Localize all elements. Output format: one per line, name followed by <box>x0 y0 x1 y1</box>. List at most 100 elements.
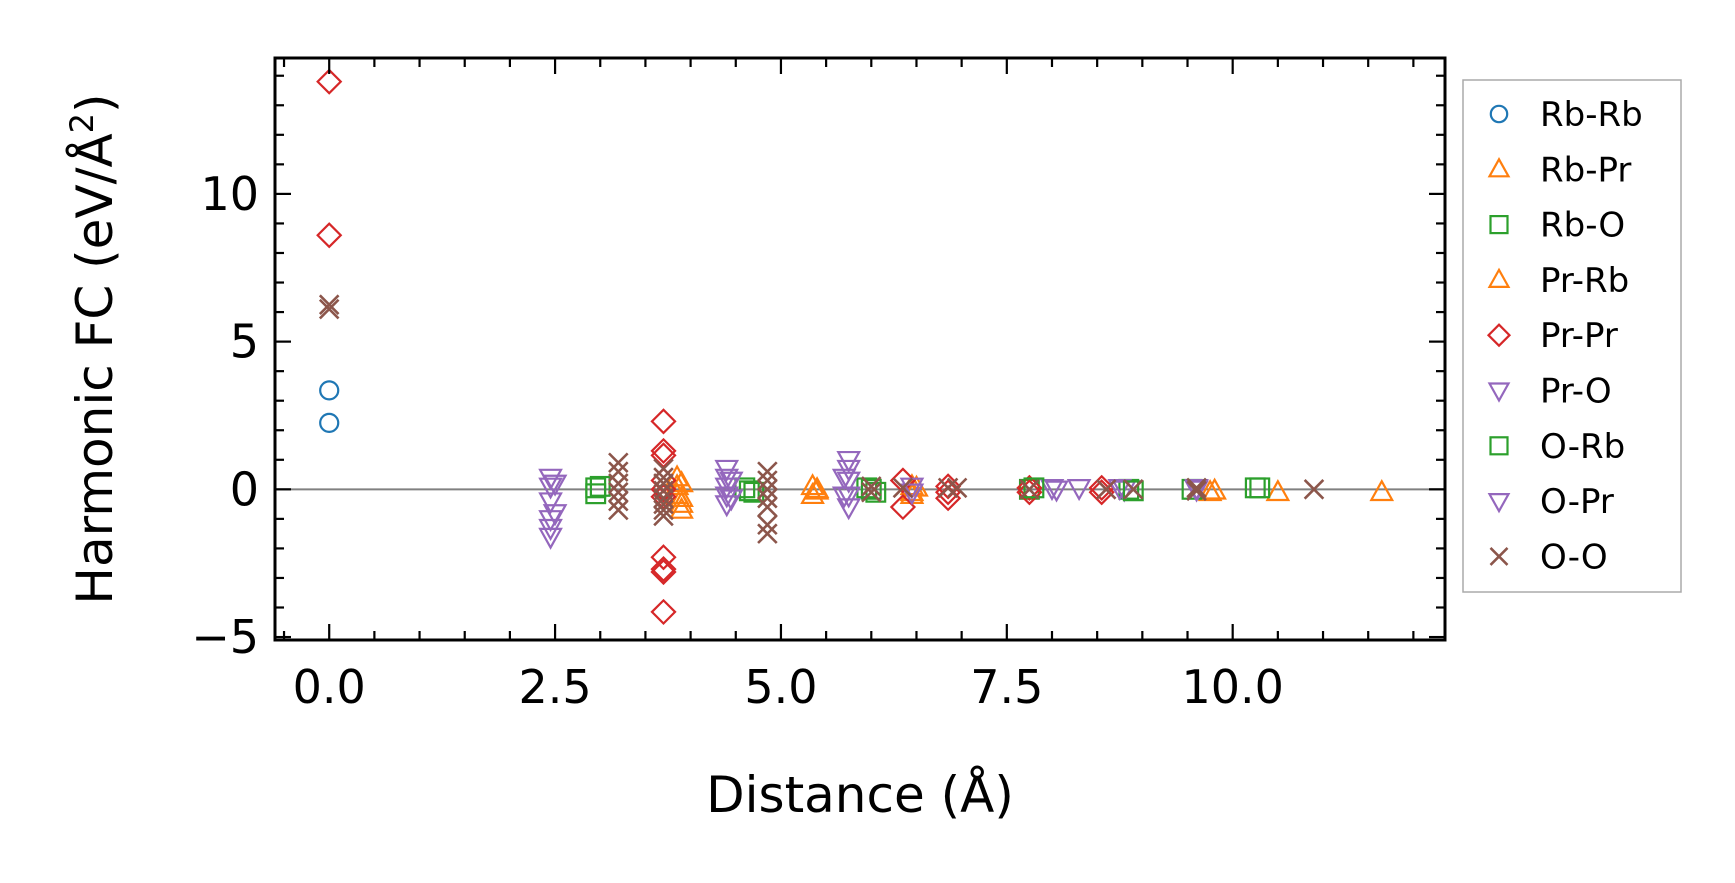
y-tick-label: 10 <box>200 167 259 221</box>
x-tick-label: 0.0 <box>293 660 366 714</box>
data-point-pr-o-19 <box>1066 479 1092 502</box>
data-point-o-o-21 <box>757 514 778 536</box>
data-point-pr-pr-17 <box>1016 474 1043 501</box>
data-point-o-o-10 <box>653 473 674 494</box>
data-point-o-pr-7 <box>1184 480 1209 503</box>
legend-label: Pr-Rb <box>1540 261 1629 301</box>
y-tick-label: 0 <box>230 462 259 516</box>
legend-label: Rb-O <box>1540 206 1625 246</box>
y-axis-label-main: Harmonic FC (eV/Å <box>66 133 124 604</box>
data-point-o-o-17 <box>757 470 778 491</box>
data-point-pr-o-5 <box>538 527 563 550</box>
legend-label: Pr-Pr <box>1540 316 1618 356</box>
svg-text:Harmonic FC (eV/Å2): Harmonic FC (eV/Å2) <box>63 93 124 604</box>
data-point-o-o-22 <box>757 523 778 544</box>
data-point-rb-o-1 <box>585 483 607 505</box>
legend-marker-o-pr <box>1487 493 1511 514</box>
legend-label: Rb-Pr <box>1540 150 1631 190</box>
legend-entry: O-O <box>1489 537 1608 577</box>
data-point-pr-pr-3 <box>650 437 677 465</box>
data-point-o-o-31 <box>1186 477 1207 499</box>
data-point-pr-pr-9 <box>650 555 677 583</box>
data-point-o-o-19 <box>757 487 778 509</box>
legend-entry: Rb-Pr <box>1487 150 1631 190</box>
data-point-o-o-1 <box>318 298 340 320</box>
x-tick-label: 10.0 <box>1181 660 1283 714</box>
data-point-o-pr-2 <box>718 471 744 494</box>
x-tick-label: 2.5 <box>518 660 591 714</box>
data-point-o-o-30 <box>1123 479 1144 500</box>
data-point-rb-pr-12 <box>1265 479 1291 502</box>
legend-marker-rb-pr <box>1487 157 1511 178</box>
axis-ticks: 0.0 2.5 5.0 7.5 10.0 −5 0 5 10 <box>191 58 1445 714</box>
data-point-o-o-2 <box>608 452 629 474</box>
data-point-o-o-27 <box>946 477 968 499</box>
x-tick-label: 5.0 <box>744 660 817 714</box>
legend-label: O-Rb <box>1540 427 1625 467</box>
data-point-pr-pr-8 <box>650 544 677 571</box>
legend-entry: Pr-O <box>1487 372 1612 412</box>
legend-entry: Rb-O <box>1489 206 1625 246</box>
series-o-rb <box>589 475 1271 502</box>
data-point-rb-pr-4 <box>669 496 694 519</box>
data-point-o-o-0 <box>318 294 340 315</box>
data-point-o-o-7 <box>608 499 629 521</box>
legend-label: Rb-Rb <box>1540 95 1643 135</box>
data-point-o-pr-3 <box>718 489 744 512</box>
data-point-pr-pr-12 <box>889 467 917 494</box>
data-point-o-o-23 <box>861 476 882 497</box>
series-o-o <box>318 294 1325 544</box>
data-point-o-o-33 <box>1303 479 1325 500</box>
data-point-o-o-32 <box>1186 480 1207 502</box>
legend-entry: Rb-Rb <box>1489 95 1643 135</box>
data-point-o-o-15 <box>653 505 674 527</box>
data-point-rb-o-9 <box>1244 477 1266 499</box>
y-axis-label-superscript: 2 <box>63 113 101 133</box>
data-point-rb-pr-5 <box>800 473 825 496</box>
data-point-o-o-16 <box>757 461 778 482</box>
data-point-rb-pr-3 <box>669 490 694 513</box>
data-point-o-o-4 <box>608 473 629 494</box>
legend-label: Pr-O <box>1540 372 1612 412</box>
legend-box <box>1462 79 1682 593</box>
legend-marker-pr-o <box>1487 382 1511 403</box>
data-point-pr-o-2 <box>538 492 563 515</box>
data-point-pr-rb-0 <box>669 470 694 493</box>
y-axis-label-close: ) <box>66 93 124 113</box>
data-point-pr-pr-18 <box>1016 479 1043 506</box>
data-point-o-o-26 <box>937 477 959 499</box>
data-point-o-rb-4 <box>1122 480 1144 502</box>
axes-frame <box>273 56 1447 642</box>
x-axis-label: Distance (Å) <box>706 766 1014 824</box>
data-point-o-o-29 <box>1095 479 1117 500</box>
legend-marker-o-o <box>1489 546 1509 566</box>
data-point-o-pr-6 <box>1044 480 1069 503</box>
data-point-pr-pr-1 <box>316 222 343 249</box>
data-point-o-o-18 <box>757 479 778 500</box>
data-point-pr-pr-14 <box>934 473 962 500</box>
data-point-pr-o-17 <box>899 483 925 506</box>
data-point-o-rb-5 <box>1249 477 1271 499</box>
data-point-rb-pr-13 <box>1369 479 1395 502</box>
legend-marker-o-rb <box>1489 436 1509 456</box>
data-point-pr-o-13 <box>836 471 862 494</box>
data-point-pr-rb-2 <box>804 476 830 499</box>
legend: Rb-Rb Rb-Pr Rb-O Pr-Rb Pr-Pr Pr-O O-Rb O-Pr O-O <box>1462 79 1682 593</box>
data-point-o-o-20 <box>757 496 778 518</box>
plot-frame <box>273 56 1447 642</box>
x-tick-label: 7.5 <box>970 660 1043 714</box>
data-point-pr-rb-4 <box>1202 477 1227 500</box>
legend-marker-rb-rb <box>1489 104 1509 124</box>
data-point-pr-pr-10 <box>650 558 677 586</box>
y-tick-label: −5 <box>191 610 259 664</box>
legend-label: O-O <box>1540 537 1608 577</box>
legend-entry: O-Pr <box>1487 482 1614 522</box>
series-rb-rb <box>319 380 340 433</box>
data-point-o-rb-2 <box>860 478 882 500</box>
legend-marker-pr-rb <box>1487 267 1511 288</box>
plot-area <box>275 68 1445 626</box>
y-tick-label: 5 <box>230 315 259 369</box>
data-point-pr-o-18 <box>1039 479 1065 502</box>
legend-marker-pr-pr <box>1486 323 1512 348</box>
data-point-o-o-8 <box>653 458 674 479</box>
